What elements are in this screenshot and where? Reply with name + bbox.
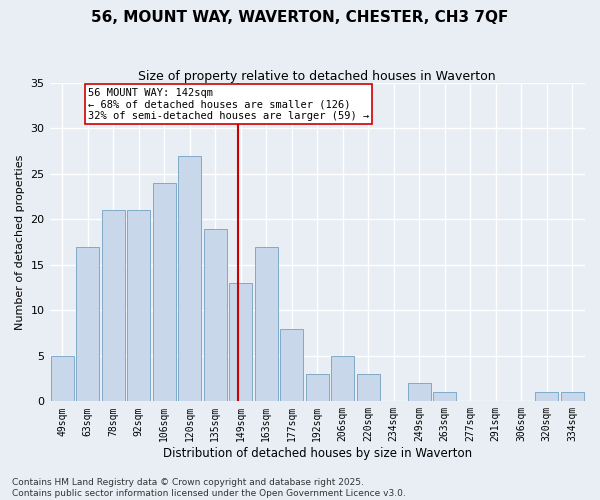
Bar [331,356,354,402]
Bar [51,356,74,402]
Title: Size of property relative to detached houses in Waverton: Size of property relative to detached ho… [139,70,496,83]
Bar [229,283,252,402]
X-axis label: Distribution of detached houses by size in Waverton: Distribution of detached houses by size … [163,447,472,460]
Bar [204,228,227,402]
Bar [255,246,278,402]
Bar [178,156,201,402]
Text: 56 MOUNT WAY: 142sqm
← 68% of detached houses are smaller (126)
32% of semi-deta: 56 MOUNT WAY: 142sqm ← 68% of detached h… [88,88,369,120]
Bar [280,328,303,402]
Bar [535,392,558,402]
Bar [561,392,584,402]
Y-axis label: Number of detached properties: Number of detached properties [15,154,25,330]
Bar [153,183,176,402]
Bar [306,374,329,402]
Text: Contains HM Land Registry data © Crown copyright and database right 2025.
Contai: Contains HM Land Registry data © Crown c… [12,478,406,498]
Bar [76,246,99,402]
Bar [433,392,456,402]
Bar [408,383,431,402]
Bar [102,210,125,402]
Text: 56, MOUNT WAY, WAVERTON, CHESTER, CH3 7QF: 56, MOUNT WAY, WAVERTON, CHESTER, CH3 7Q… [91,10,509,25]
Bar [357,374,380,402]
Bar [127,210,150,402]
